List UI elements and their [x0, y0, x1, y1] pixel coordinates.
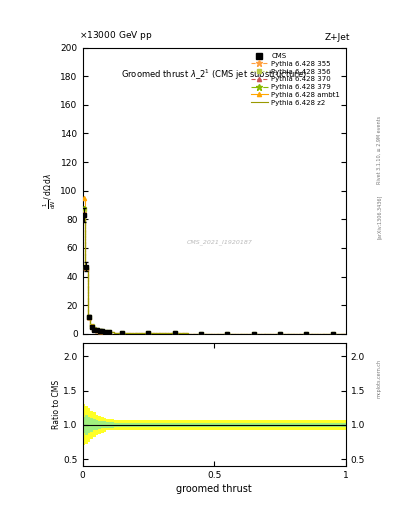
- X-axis label: groomed thrust: groomed thrust: [176, 484, 252, 494]
- Text: $\times$13000 GeV pp: $\times$13000 GeV pp: [79, 30, 152, 42]
- Text: Rivet 3.1.10, ≥ 2.9M events: Rivet 3.1.10, ≥ 2.9M events: [377, 116, 382, 184]
- Text: Groomed thrust $\lambda\_2^1$ (CMS jet substructure): Groomed thrust $\lambda\_2^1$ (CMS jet s…: [121, 68, 307, 82]
- Text: [arXiv:1306.3436]: [arXiv:1306.3436]: [377, 194, 382, 239]
- Y-axis label: $\frac{1}{\mathrm{d}N}\,/\,\mathrm{d}\Omega\,\mathrm{d}\lambda$: $\frac{1}{\mathrm{d}N}\,/\,\mathrm{d}\Om…: [41, 173, 58, 209]
- Text: CMS_2021_I1920187: CMS_2021_I1920187: [187, 240, 252, 245]
- Legend: CMS, Pythia 6.428 355, Pythia 6.428 356, Pythia 6.428 370, Pythia 6.428 379, Pyt: CMS, Pythia 6.428 355, Pythia 6.428 356,…: [248, 51, 342, 108]
- Text: mcplots.cern.ch: mcplots.cern.ch: [377, 359, 382, 398]
- Y-axis label: Ratio to CMS: Ratio to CMS: [51, 380, 61, 429]
- Text: Z+Jet: Z+Jet: [324, 33, 350, 42]
